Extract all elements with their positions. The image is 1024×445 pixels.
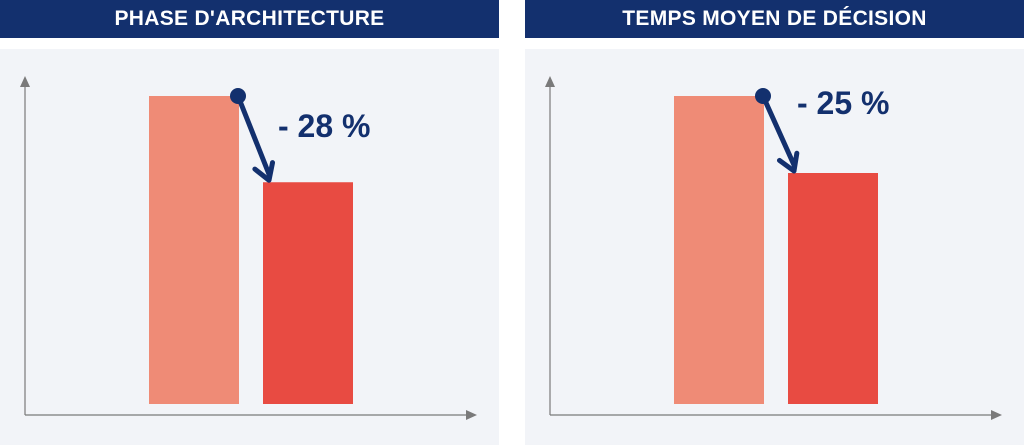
y-axis-arrowhead	[545, 76, 555, 87]
chart-panel-architecture: PHASE D'ARCHITECTURE - 28 %	[0, 0, 499, 445]
plot-area: - 28 %	[0, 49, 499, 445]
x-axis-arrowhead	[991, 410, 1002, 420]
bar-before	[674, 96, 764, 404]
chart-svg: - 28 %	[20, 76, 477, 420]
x-axis-arrowhead	[466, 410, 477, 420]
decrease-arrow-shaft	[235, 93, 272, 177]
chart-title: PHASE D'ARCHITECTURE	[0, 0, 499, 38]
decrease-arrow-head	[776, 150, 800, 174]
chart-svg: - 25 %	[545, 76, 1002, 420]
bar-after	[788, 173, 878, 404]
decrease-label: - 25 %	[797, 85, 889, 121]
decrease-label: - 28 %	[278, 108, 370, 144]
plot-area: - 25 %	[525, 49, 1024, 445]
bar-after	[263, 182, 353, 404]
y-axis-arrowhead	[20, 76, 30, 87]
chart-title: TEMPS MOYEN DE DÉCISION	[525, 0, 1024, 38]
decrease-arrow-shaft	[760, 93, 797, 168]
bar-before	[149, 96, 239, 404]
chart-panel-decision-time: TEMPS MOYEN DE DÉCISION - 25 %	[525, 0, 1024, 445]
decrease-arrow-head	[252, 160, 276, 183]
